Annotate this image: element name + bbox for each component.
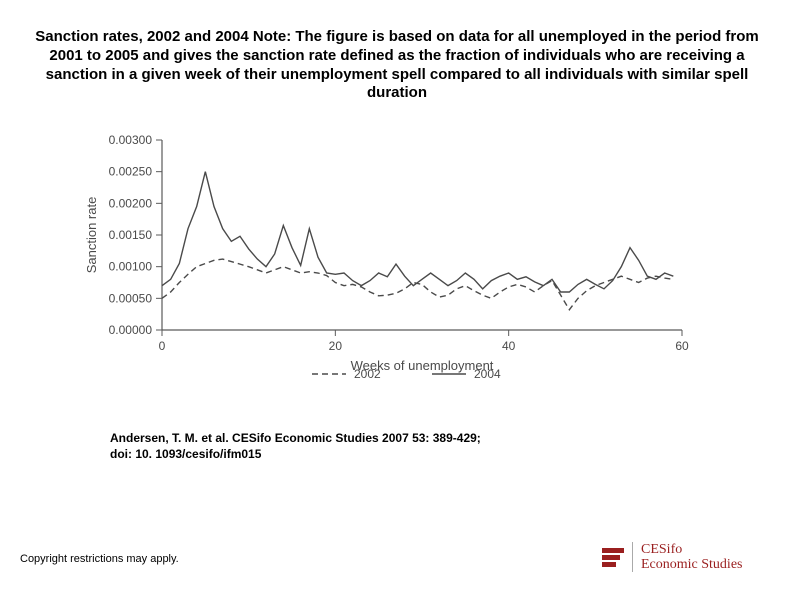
citation-line-1: Andersen, T. M. et al. CESifo Economic S… [110,430,481,446]
svg-text:Sanction rate: Sanction rate [84,197,99,274]
svg-text:20: 20 [329,339,343,353]
logo-text: CESifo Economic Studies [632,542,743,573]
svg-text:0.00000: 0.00000 [109,323,153,337]
svg-text:0.00150: 0.00150 [109,228,153,242]
svg-text:0.00050: 0.00050 [109,291,153,305]
svg-text:0.00100: 0.00100 [109,260,153,274]
copyright-notice: Copyright restrictions may apply. [20,553,179,565]
svg-text:40: 40 [502,339,516,353]
logo-line-1: CESifo [641,542,743,557]
citation-block: Andersen, T. M. et al. CESifo Economic S… [110,430,481,462]
svg-text:0.00200: 0.00200 [109,196,153,210]
logo-bars-icon [602,548,624,567]
logo-line-2: Economic Studies [641,557,743,572]
svg-text:0: 0 [159,339,166,353]
sanction-rate-chart: 0.00000 0.00050 0.00100 0.00150 0.00200 0.002… [80,130,700,410]
cesifo-logo: CESifo Economic Studies [602,537,780,577]
svg-text:0.00250: 0.00250 [109,165,153,179]
citation-line-2: doi: 10. 1093/cesifo/ifm015 [110,446,481,462]
svg-text:2002: 2002 [354,367,381,381]
svg-text:0.00300: 0.00300 [109,133,153,147]
svg-text:2004: 2004 [474,367,501,381]
page-root: Sanction rates, 2002 and 2004 Note: The … [0,0,794,595]
figure-title: Sanction rates, 2002 and 2004 Note: The … [20,28,774,103]
svg-text:60: 60 [675,339,689,353]
chart-svg: 0.00000 0.00050 0.00100 0.00150 0.00200 0.002… [80,130,700,390]
